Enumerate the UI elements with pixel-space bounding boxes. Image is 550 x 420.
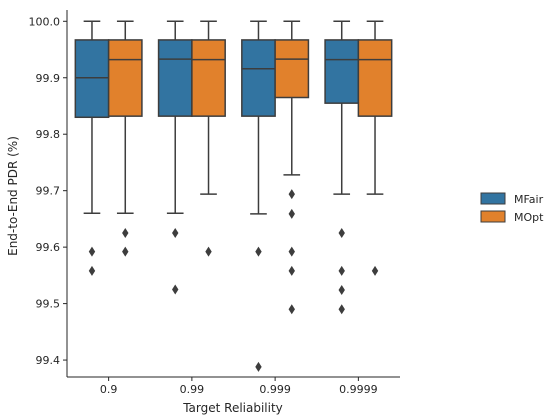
outlier-point [371,265,379,276]
outlier-point [255,246,262,257]
outlier-point [172,284,179,295]
y-axis-ticks: 99.4 99.5 99.6 99.7 99.8 99.9 100.0 [29,15,67,367]
outlier-point [88,246,96,257]
outlier-point [288,246,295,257]
box-mopt-0.99 [191,20,226,257]
legend-item-mopt: MOpt [480,210,544,224]
box-mopt-0.9999 [357,20,393,276]
outlier-point [122,228,129,239]
outlier-point [338,265,345,276]
outlier-point [88,265,96,276]
iqr-box [324,39,360,104]
outlier-point [288,189,295,200]
box-mfair-0.9 [74,20,110,276]
y-tick-label: 99.5 [36,298,61,311]
box-mfair-0.999 [241,20,276,372]
iqr-box [74,39,110,119]
y-tick-label: 99.6 [36,241,61,254]
y-tick-label: 99.7 [36,185,61,198]
legend-swatch [480,192,506,205]
iqr-box [107,39,143,117]
outlier-point [338,228,345,239]
iqr-box [274,39,310,99]
iqr-box [191,39,226,117]
x-axis-ticks: 0.9 0.99 0.999 0.9999 [100,377,378,396]
iqr-box [357,39,393,117]
outlier-point [255,361,262,372]
box-mfair-0.9999 [324,20,360,315]
box-series [74,20,393,372]
iqr-box [241,39,276,117]
outlier-point [172,228,179,239]
iqr-box [157,39,193,117]
legend: MFair MOpt [480,192,544,224]
y-tick-label: 100.0 [29,15,61,28]
y-tick-label: 99.4 [36,354,61,367]
outlier-point [288,208,295,219]
legend-label: MOpt [514,211,544,224]
legend-label: MFair [514,193,544,206]
legend-item-mfair: MFair [480,192,544,206]
outlier-point [338,285,345,296]
y-tick-label: 99.8 [36,128,61,141]
outlier-point [122,246,129,257]
x-axis-title: Target Reliability [182,401,283,415]
x-tick-label: 0.9 [100,383,118,396]
outlier-point [288,304,295,315]
box-mopt-0.999 [274,20,310,315]
outlier-point [205,246,212,257]
y-axis-title: End-to-End PDR (%) [6,136,20,256]
y-tick-label: 99.9 [36,72,61,85]
box-mfair-0.99 [157,20,193,295]
x-tick-label: 0.99 [180,383,205,396]
x-tick-label: 0.9999 [339,383,378,396]
outlier-point [338,304,345,315]
legend-swatch [480,210,506,223]
x-tick-label: 0.999 [259,383,291,396]
box-mopt-0.9 [107,20,143,257]
outlier-point [288,265,295,276]
